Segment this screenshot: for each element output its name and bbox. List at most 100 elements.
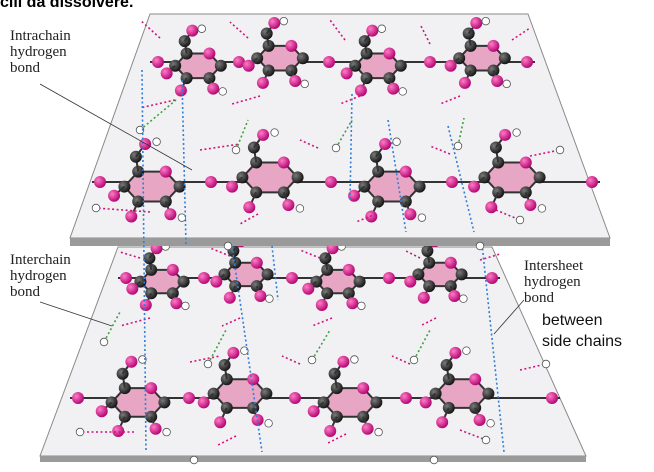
oxygen-atom	[149, 422, 162, 435]
oxygen-atom	[399, 165, 412, 178]
intrachain-hydrogen-bond	[207, 329, 227, 365]
carbon-atom	[353, 275, 366, 288]
oxygen-atom	[315, 299, 328, 311]
intersheet-leader-line	[493, 299, 525, 335]
carbon-atom	[455, 268, 468, 281]
oxygen-atom	[446, 176, 458, 188]
intersheet-label-line3: bond	[524, 290, 554, 306]
oxygen-atom	[491, 75, 504, 87]
interchain-leader-line	[39, 301, 113, 327]
oxygen-atom	[159, 165, 172, 178]
intrachain-label: Intrachain hydrogen bond	[10, 28, 71, 76]
oxygen-atom	[289, 75, 302, 87]
interchain-hydrogen-bond	[281, 355, 301, 365]
oxygen-atom	[72, 392, 84, 404]
hydrogen-atom	[75, 427, 85, 437]
hydrogen-atom	[197, 24, 206, 33]
intersheet-hydrogen-bond	[181, 79, 187, 245]
oxygen-atom	[524, 199, 537, 211]
oxygen-atom	[203, 47, 216, 60]
hydrogen-atom	[152, 137, 161, 146]
interchain-hydrogen-bond	[419, 317, 437, 327]
oxygen-atom	[366, 24, 379, 37]
intrachain-label-line3: bond	[10, 60, 40, 76]
oxygen-atom	[226, 180, 239, 193]
carbon-atom	[498, 52, 511, 65]
hydrogen-atom	[300, 79, 309, 89]
hydrogen-atom	[357, 301, 366, 311]
oxygen-atom	[183, 392, 195, 404]
hydrogen-atom	[264, 419, 273, 428]
hydrogen-atom	[231, 145, 241, 155]
interchain-hydrogen-bond	[189, 355, 221, 363]
oxygen-atom	[387, 82, 400, 95]
intersheet-label-line2: hydrogen	[524, 274, 581, 290]
intersheet-hydrogen-bond	[141, 69, 147, 453]
oxygen-atom	[207, 82, 220, 95]
oxygen-atom	[354, 84, 367, 97]
oxygen-atom	[486, 272, 498, 284]
carbon-atom	[260, 387, 273, 400]
intrachain-hydrogen-bond	[103, 311, 121, 343]
oxygen-atom	[198, 272, 210, 284]
hydrogen-atom	[541, 359, 551, 369]
hydrogen-atom	[218, 87, 227, 96]
oxygen-atom	[400, 392, 412, 404]
interchain-hydrogen-bond	[215, 435, 237, 447]
oxygen-atom	[289, 392, 301, 404]
hydrogen-atom	[189, 455, 199, 465]
interchain-hydrogen-bond	[221, 317, 241, 327]
hydrogen-atom	[398, 87, 407, 96]
hydrogen-atom	[429, 455, 439, 465]
oxygen-atom	[485, 201, 498, 214]
carbon-atom	[177, 275, 190, 288]
carbon-atom	[214, 59, 227, 72]
interchain-hydrogen-bond	[355, 213, 377, 223]
oxygen-atom	[448, 290, 461, 302]
interchain-hydrogen-bond	[479, 253, 501, 261]
interchain-hydrogen-bond	[391, 355, 411, 365]
oxygen-atom	[205, 176, 217, 188]
interchain-hydrogen-bond	[311, 317, 333, 327]
interchain-hydrogen-bond	[139, 99, 176, 109]
oxygen-atom	[112, 425, 125, 437]
interchain-label-line3: bond	[10, 284, 40, 300]
interchain-hydrogen-bond	[95, 207, 151, 213]
oxygen-atom	[325, 176, 337, 188]
oxygen-atom	[277, 156, 290, 169]
hydrogen-atom	[135, 125, 145, 135]
oxygen-atom	[227, 346, 240, 359]
hydrogen-atom	[307, 355, 317, 365]
oxygen-atom	[449, 346, 462, 359]
interchain-hydrogen-bond	[459, 429, 487, 441]
oxygen-atom	[160, 67, 173, 80]
hydrogen-atom	[417, 213, 427, 222]
oxygen-atom	[125, 355, 138, 368]
oxygen-atom	[404, 275, 417, 288]
interchain-hydrogen-bond	[325, 433, 347, 445]
hydrogen-atom	[270, 128, 279, 137]
oxygen-atom	[487, 39, 500, 52]
oxygen-atom	[94, 176, 106, 188]
hydrogen-atom	[555, 145, 565, 155]
intersheet-label: Intersheet hydrogen bond	[524, 258, 583, 306]
oxygen-atom	[586, 176, 598, 188]
oxygen-atom	[95, 405, 108, 418]
oxygen-atom	[436, 416, 449, 429]
oxygen-atom	[152, 56, 164, 68]
oxygen-atom	[214, 416, 227, 429]
oxygen-atom	[444, 59, 457, 72]
intrachain-hydrogen-bond	[139, 99, 177, 131]
intrachain-hydrogen-bond	[235, 119, 249, 151]
intersheet-hydrogen-bond	[271, 245, 279, 301]
oxygen-atom	[186, 24, 199, 37]
oxygen-atom	[419, 396, 432, 409]
hydrogen-atom	[481, 16, 490, 26]
oxygen-atom	[223, 291, 236, 304]
interchain-hydrogen-bond	[439, 95, 461, 105]
carbon-atom	[482, 387, 495, 400]
intrachain-hydrogen-bond	[311, 329, 331, 361]
oxygen-atom	[424, 56, 436, 68]
intersheet-hydrogen-bonds	[141, 69, 505, 465]
oxygen-atom	[174, 84, 187, 97]
